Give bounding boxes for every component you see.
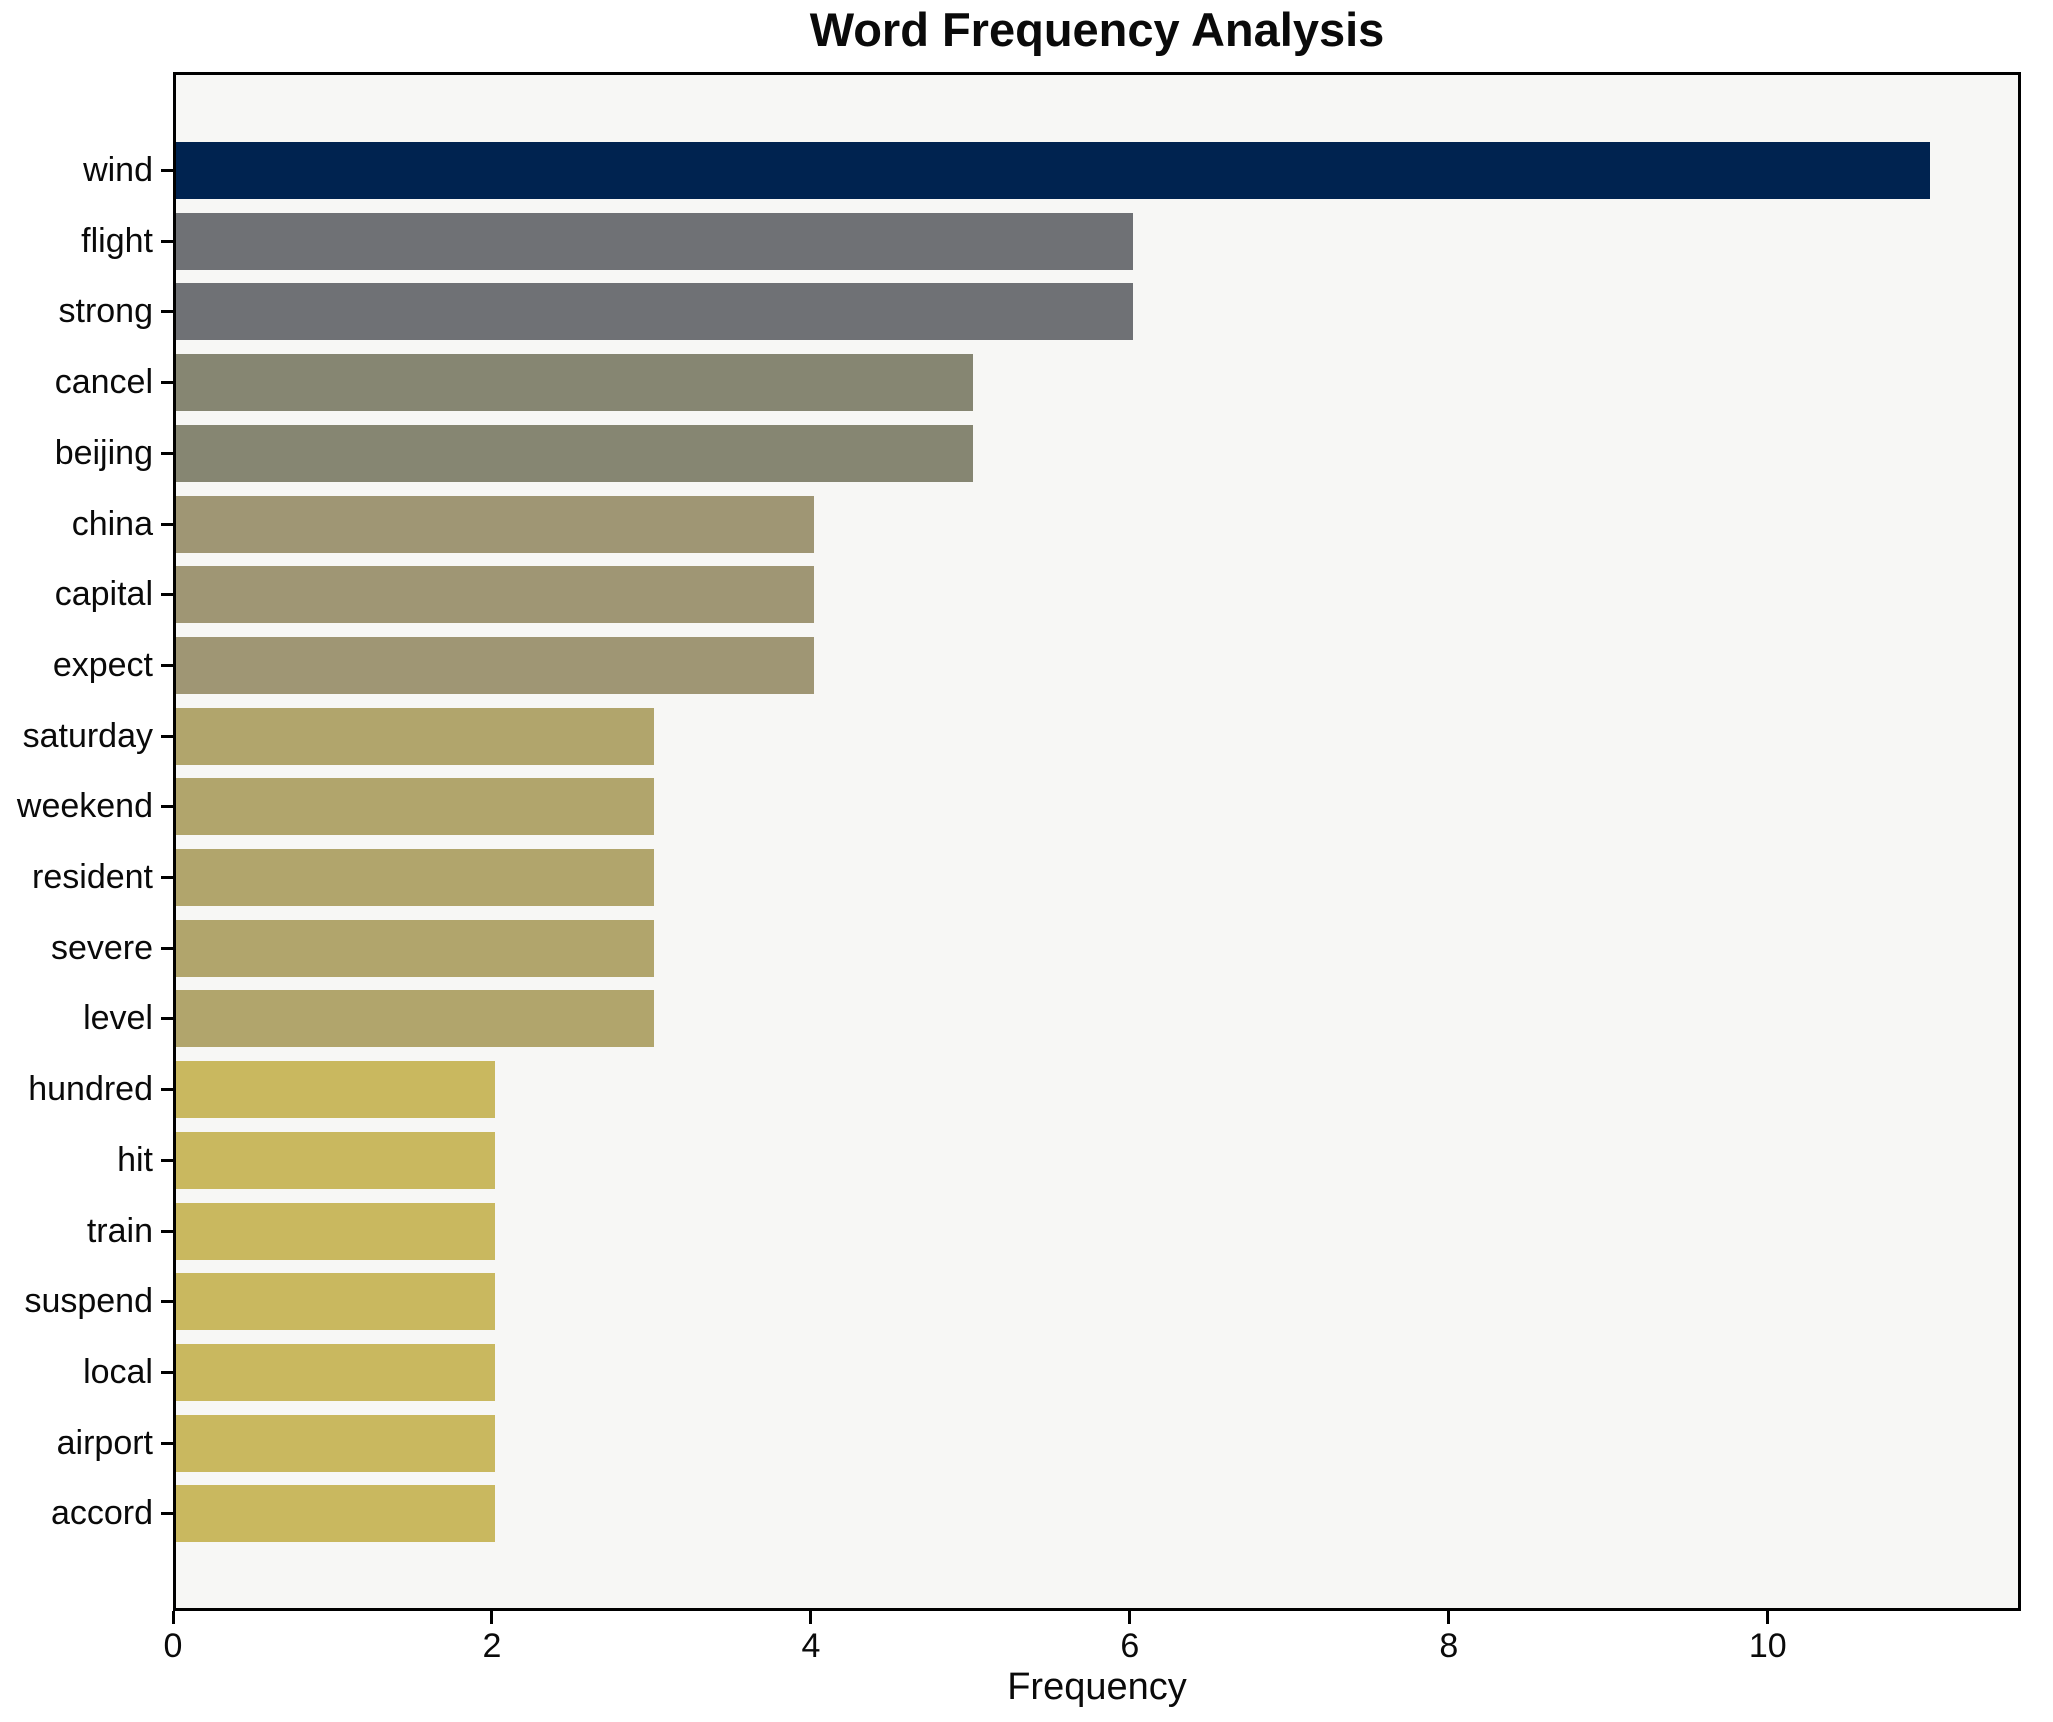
x-tick-mark [1766, 1611, 1770, 1624]
y-tick-row: flight [81, 221, 173, 261]
y-tick-label-level: level [83, 999, 153, 1038]
bar-airport [176, 1414, 495, 1472]
x-tick-mark [1447, 1611, 1451, 1624]
y-tick-mark [161, 593, 173, 597]
y-tick-row: train [87, 1211, 173, 1251]
y-tick-mark [161, 805, 173, 809]
bar-severe [176, 919, 655, 977]
bar-flight [176, 212, 1133, 270]
x-tick-label: 4 [801, 1627, 821, 1665]
y-tick-row: hit [117, 1140, 173, 1180]
y-tick-label-china: china [71, 504, 153, 543]
x-axis-label: Frequency [1007, 1666, 1187, 1708]
x-tick-mark [1128, 1611, 1132, 1624]
y-tick-label-beijing: beijing [54, 433, 153, 472]
bar-weekend [176, 778, 655, 836]
y-tick-label-train: train [86, 1211, 153, 1250]
y-tick-mark [161, 1370, 173, 1374]
y-tick-mark [161, 1441, 173, 1445]
bars-container [176, 75, 2018, 1608]
y-tick-mark [161, 1512, 173, 1516]
y-tick-mark [161, 1017, 173, 1021]
bar-beijing [176, 424, 974, 482]
x-tick-mark [809, 1611, 813, 1624]
y-tick-mark [161, 946, 173, 950]
bar-cancel [176, 354, 974, 412]
y-tick-row: severe [51, 928, 173, 968]
y-tick-label-suspend: suspend [24, 1282, 153, 1321]
x-tick-label: 6 [1120, 1627, 1140, 1665]
y-tick-mark [161, 663, 173, 667]
y-tick-row: capital [55, 575, 173, 615]
y-axis: wind flight strong cancel beijing china capita… [0, 72, 173, 1611]
x-tick-label: 2 [482, 1627, 502, 1665]
y-tick-row: cancel [55, 363, 173, 403]
y-tick-label-capital: capital [54, 575, 153, 614]
y-tick-mark [161, 381, 173, 385]
y-tick-label-saturday: saturday [22, 716, 153, 755]
y-tick-label-expect: expect [52, 645, 153, 684]
y-tick-label-wind: wind [83, 151, 153, 189]
y-tick-mark [161, 451, 173, 455]
bar-hundred [176, 1061, 495, 1119]
y-tick-mark [161, 239, 173, 243]
bar-resident [176, 849, 655, 906]
bar-accord [176, 1485, 495, 1543]
y-tick-label-hundred: hundred [28, 1070, 153, 1109]
y-tick-row: beijing [55, 433, 173, 473]
bar-wind [176, 142, 1931, 199]
y-tick-label-severe: severe [50, 928, 153, 967]
x-tick-mark [490, 1611, 494, 1624]
y-tick-row: wind [83, 151, 173, 191]
y-tick-mark [161, 310, 173, 314]
y-tick-row: airport [57, 1423, 173, 1463]
y-tick-mark [161, 1229, 173, 1233]
y-tick-row: china [72, 504, 173, 544]
y-tick-row: suspend [24, 1282, 173, 1322]
y-tick-label-weekend: weekend [16, 787, 153, 826]
y-tick-label-resident: resident [32, 858, 153, 896]
y-tick-mark [161, 522, 173, 526]
y-tick-row: resident [32, 858, 173, 898]
bar-suspend [176, 1273, 495, 1331]
bar-hit [176, 1131, 495, 1189]
y-tick-label-cancel: cancel [54, 363, 153, 402]
plot-area [173, 72, 2021, 1611]
y-tick-row: hundred [28, 1070, 173, 1110]
y-tick-label-accord: accord [50, 1494, 153, 1533]
bar-local [176, 1343, 495, 1401]
x-tick-label: 0 [163, 1627, 183, 1665]
y-tick-label-flight: flight [81, 221, 153, 260]
bar-expect [176, 636, 814, 694]
y-tick-mark [161, 1088, 173, 1092]
y-tick-mark [161, 1158, 173, 1162]
x-tick-label: 10 [1748, 1627, 1787, 1665]
y-tick-mark [161, 734, 173, 738]
bar-china [176, 495, 814, 553]
bar-train [176, 1202, 495, 1260]
y-tick-row: local [83, 1352, 173, 1392]
y-tick-mark [161, 169, 173, 172]
y-tick-row: accord [51, 1494, 173, 1534]
y-tick-label-local: local [83, 1352, 153, 1391]
chart-title: Word Frequency Analysis [809, 3, 1385, 56]
y-tick-label-airport: airport [56, 1423, 153, 1462]
y-tick-row: weekend [17, 787, 173, 827]
x-axis: 0 2 4 6 8 10 [164, 1611, 2021, 1681]
y-tick-row: strong [58, 292, 173, 332]
y-tick-label-hit: hit [117, 1140, 153, 1179]
bar-strong [176, 283, 1133, 341]
y-tick-row: saturday [23, 716, 173, 756]
y-tick-row: expect [53, 645, 173, 685]
bar-saturday [176, 707, 655, 765]
bar-capital [176, 566, 814, 624]
y-tick-row: level [83, 999, 173, 1039]
y-tick-mark [161, 1300, 173, 1304]
x-tick-label: 8 [1439, 1627, 1459, 1665]
x-tick-mark [171, 1611, 175, 1624]
y-tick-label-strong: strong [58, 292, 154, 331]
y-tick-mark [161, 876, 173, 879]
bar-level [176, 990, 655, 1048]
